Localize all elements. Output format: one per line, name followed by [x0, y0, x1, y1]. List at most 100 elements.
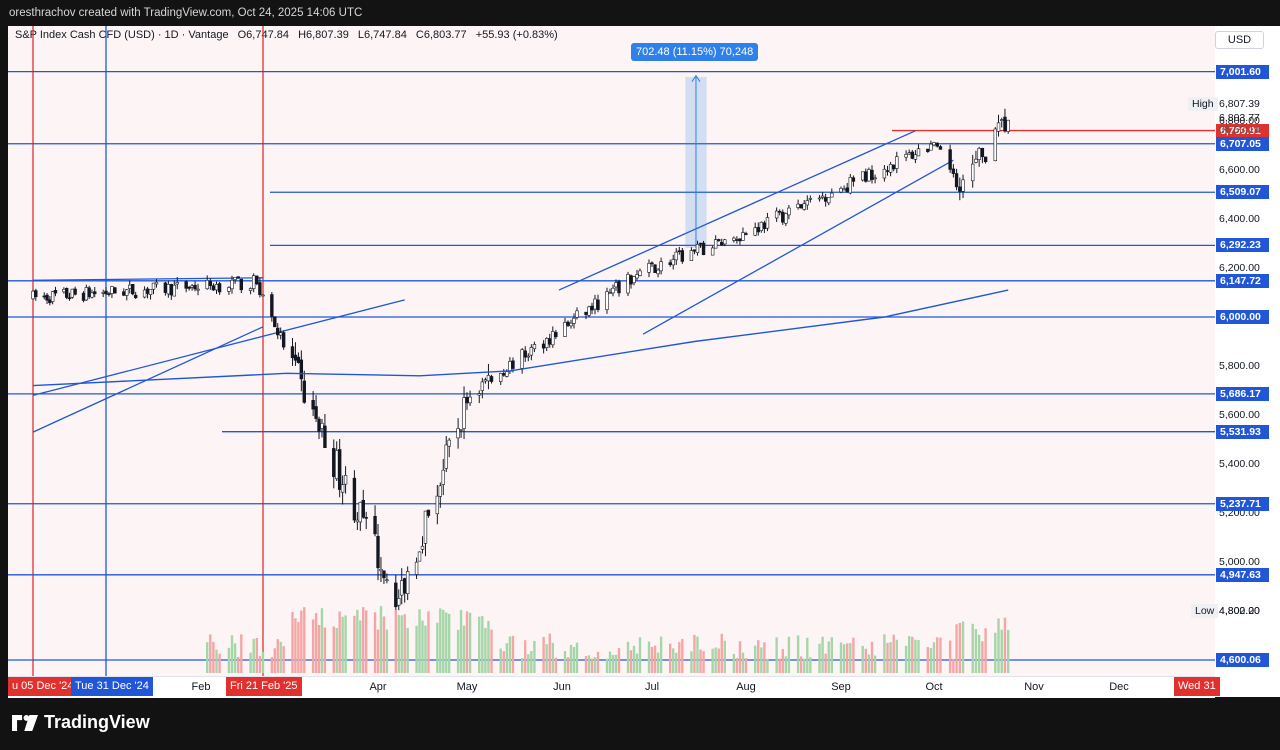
volume-bar: [542, 637, 545, 673]
volume-bar: [341, 616, 344, 673]
candle-body: [916, 148, 921, 157]
candle-body: [935, 142, 939, 147]
price-level-tag[interactable]: 4,947.63: [1216, 567, 1269, 582]
candle-body: [882, 168, 887, 179]
volume-bar: [799, 656, 803, 673]
volume-bar: [653, 645, 657, 673]
candle-body: [626, 274, 630, 294]
volume-bar: [650, 646, 654, 673]
volume-bar: [635, 653, 639, 673]
candle-body: [53, 289, 58, 294]
price-level-tag[interactable]: 6,509.07: [1216, 185, 1269, 200]
volume-bar: [502, 651, 505, 673]
time-axis[interactable]: [8, 676, 1215, 698]
volume-bar: [273, 648, 276, 673]
price-level-tag[interactable]: 4,600.06: [1216, 652, 1269, 667]
volume-bar: [766, 658, 769, 673]
price-level-tag[interactable]: 5,686.17: [1216, 386, 1269, 401]
volume-bar: [376, 629, 380, 673]
price-level-tag[interactable]: 6,707.05: [1216, 136, 1269, 151]
candle-body: [526, 355, 530, 358]
candle-body: [239, 278, 243, 291]
candle-body: [629, 275, 633, 285]
volume-bar: [1003, 617, 1007, 673]
time-marker-tag: Fri 21 Feb '25: [226, 677, 302, 696]
candle-body: [587, 306, 591, 316]
candle-body: [373, 516, 377, 535]
candle-body: [842, 188, 846, 191]
candle-body: [605, 291, 609, 310]
candle-body: [554, 332, 558, 338]
price-level-tag[interactable]: 6,760.91: [1216, 123, 1269, 138]
volume-bar: [332, 626, 335, 673]
price-tick-label: 6,600.00: [1219, 164, 1260, 176]
volume-bar: [914, 639, 917, 673]
price-level-tag[interactable]: 6,292.23: [1216, 238, 1269, 253]
price-level-tag[interactable]: 6,000.00: [1216, 310, 1269, 324]
measure-label[interactable]: 702.48 (11.15%) 70,248: [631, 43, 759, 61]
volume-bar: [929, 648, 933, 673]
candle-body: [486, 375, 491, 382]
candle-body: [477, 393, 481, 396]
candle-body: [635, 274, 639, 279]
candle-body: [172, 284, 176, 297]
volume-bar: [282, 646, 285, 673]
candle-body: [668, 262, 672, 265]
volume-bar: [484, 627, 487, 673]
volume-bar: [303, 607, 306, 673]
symbol-name[interactable]: S&P Index Cash CFD (USD) · 1D · Vantage: [15, 29, 229, 41]
candle-body: [87, 287, 91, 298]
volume-bar: [775, 637, 778, 673]
candle-body: [820, 195, 825, 198]
time-marker-tag: Wed 31: [1174, 677, 1220, 696]
candle-body: [394, 582, 398, 608]
time-tick-label: Dec: [1109, 681, 1129, 693]
volume-bar: [936, 637, 939, 673]
candle-body: [762, 222, 767, 230]
candle-body: [211, 285, 216, 291]
volume-bar: [590, 658, 594, 673]
candle-body: [971, 163, 975, 182]
volume-bar: [735, 658, 739, 673]
candle-body: [273, 316, 277, 328]
candle-body: [701, 242, 706, 256]
volume-bar: [1006, 629, 1010, 673]
candle-body: [860, 171, 865, 181]
currency-button[interactable]: USD: [1215, 31, 1264, 49]
volume-bar: [939, 637, 942, 673]
candle-body: [774, 210, 779, 219]
candle-body: [420, 545, 425, 550]
volume-bar: [753, 645, 757, 673]
volume-bars: [206, 606, 1010, 673]
candle-body: [67, 297, 72, 300]
candle-body: [145, 288, 150, 294]
tradingview-logo[interactable]: TradingView: [12, 712, 150, 733]
price-level-tag[interactable]: 5,531.93: [1216, 424, 1269, 439]
candle-body: [891, 164, 896, 170]
price-level-tag[interactable]: 7,001.60: [1216, 64, 1269, 79]
price-level-tag[interactable]: 6,147.72: [1216, 273, 1269, 288]
volume-bar: [611, 654, 615, 673]
candle-body: [208, 281, 212, 286]
chart-pane[interactable]: S&P Index Cash CFD (USD) · 1D · Vantage …: [8, 26, 1215, 697]
volume-bar: [702, 651, 705, 673]
candle-body: [741, 232, 745, 241]
candle-body: [948, 149, 952, 170]
volume-bar: [465, 611, 469, 673]
candle-body: [385, 579, 389, 582]
moving-average-line: [32, 289, 1009, 387]
volume-bar: [892, 634, 895, 673]
price-level-tag[interactable]: 5,237.71: [1216, 496, 1269, 511]
candle-body: [255, 275, 259, 285]
volume-bar: [763, 642, 766, 673]
volume-bar: [690, 651, 693, 673]
candles: [31, 108, 1010, 613]
volume-bar: [490, 629, 493, 673]
volume-bar: [365, 610, 368, 673]
volume-bar: [456, 629, 460, 673]
candle-body: [1003, 116, 1007, 132]
volume-bar: [508, 636, 512, 673]
candle-body: [397, 598, 401, 606]
volume-bar: [757, 640, 760, 673]
volume-bar: [614, 654, 618, 673]
